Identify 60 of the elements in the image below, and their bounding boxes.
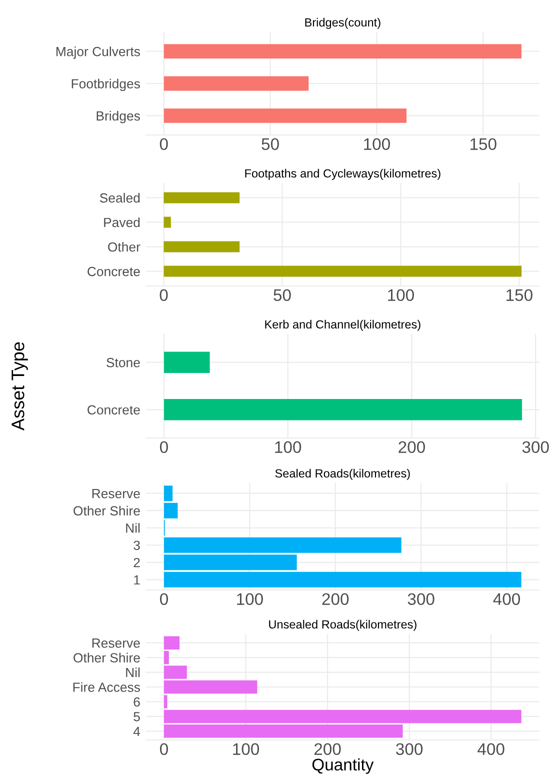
x-tick-label: 200 bbox=[398, 441, 425, 454]
y-tick-label: Sealed bbox=[100, 192, 140, 203]
x-tick-label: 300 bbox=[522, 441, 549, 454]
y-tick-label: 1 bbox=[134, 575, 140, 584]
x-tick-label: 150 bbox=[506, 289, 532, 302]
y-tick-label: 3 bbox=[134, 540, 140, 550]
y-tick-label: Other Shire bbox=[74, 506, 140, 516]
x-tick-label: 100 bbox=[275, 441, 302, 454]
y-tick-label: Other Shire bbox=[74, 652, 140, 662]
x-tick-label: 100 bbox=[364, 138, 390, 150]
chart-title: Kerb and Channel(kilometres) bbox=[265, 320, 420, 331]
bar bbox=[164, 108, 407, 123]
y-tick-label: Paved bbox=[104, 217, 140, 228]
y-tick-label: Major Culverts bbox=[56, 46, 140, 59]
bar bbox=[164, 486, 173, 502]
x-tick-label: 0 bbox=[160, 138, 168, 150]
x-tick-label: 200 bbox=[314, 743, 341, 756]
bar bbox=[164, 76, 309, 91]
x-tick-label: 0 bbox=[160, 593, 168, 606]
y-tick-label: Fire Access bbox=[73, 682, 140, 692]
x-tick-label: 0 bbox=[160, 743, 168, 756]
y-tick-label: Concrete bbox=[88, 266, 140, 276]
y-tick-label: Reserve bbox=[92, 638, 140, 648]
x-tick-label: 100 bbox=[237, 593, 263, 606]
x-tick-label: 0 bbox=[160, 441, 168, 454]
x-tick-label: 200 bbox=[322, 593, 349, 606]
x-tick-label: 100 bbox=[388, 289, 414, 302]
chart-title: Sealed Roads(kilometres) bbox=[275, 468, 410, 480]
chart-title: Unsealed Roads(kilometres) bbox=[269, 620, 416, 631]
x-tick-label: 300 bbox=[396, 743, 423, 756]
x-tick-label: 400 bbox=[493, 593, 520, 606]
y-tick-label: Other bbox=[108, 242, 140, 252]
bar bbox=[164, 44, 522, 59]
x-tick-label: 50 bbox=[274, 289, 291, 302]
bar bbox=[164, 192, 240, 204]
y-tick-label: Stone bbox=[106, 358, 140, 368]
y-tick-label: 2 bbox=[134, 558, 140, 568]
bar bbox=[164, 241, 240, 252]
x-tick-label: 100 bbox=[233, 743, 260, 756]
bar bbox=[164, 266, 522, 277]
y-tick-label: 5 bbox=[134, 712, 140, 722]
x-tick-label: 0 bbox=[160, 289, 168, 302]
bar bbox=[164, 572, 522, 588]
y-tick-label: 4 bbox=[133, 726, 140, 736]
chart-title: Footpaths and Cycleways(kilometres) bbox=[245, 168, 440, 180]
y-tick-label: Reserve bbox=[92, 489, 140, 498]
x-tick-label: 400 bbox=[478, 743, 504, 756]
bar bbox=[164, 216, 171, 228]
x-tick-label: 50 bbox=[262, 138, 279, 150]
y-tick-label: Footbridges bbox=[72, 78, 140, 92]
y-tick-label: Nil bbox=[126, 667, 140, 678]
y-axis-title: Asset Type bbox=[12, 342, 28, 430]
y-tick-label: 6 bbox=[134, 697, 140, 707]
x-tick-label: 300 bbox=[408, 593, 434, 606]
x-tick-label: 150 bbox=[470, 138, 496, 150]
y-tick-label: Nil bbox=[126, 523, 140, 533]
y-tick-label: Bridges bbox=[96, 110, 140, 124]
x-axis-title: Quantity bbox=[312, 758, 374, 774]
y-tick-label: Concrete bbox=[88, 405, 140, 415]
chart-title: Bridges(count) bbox=[305, 18, 380, 29]
